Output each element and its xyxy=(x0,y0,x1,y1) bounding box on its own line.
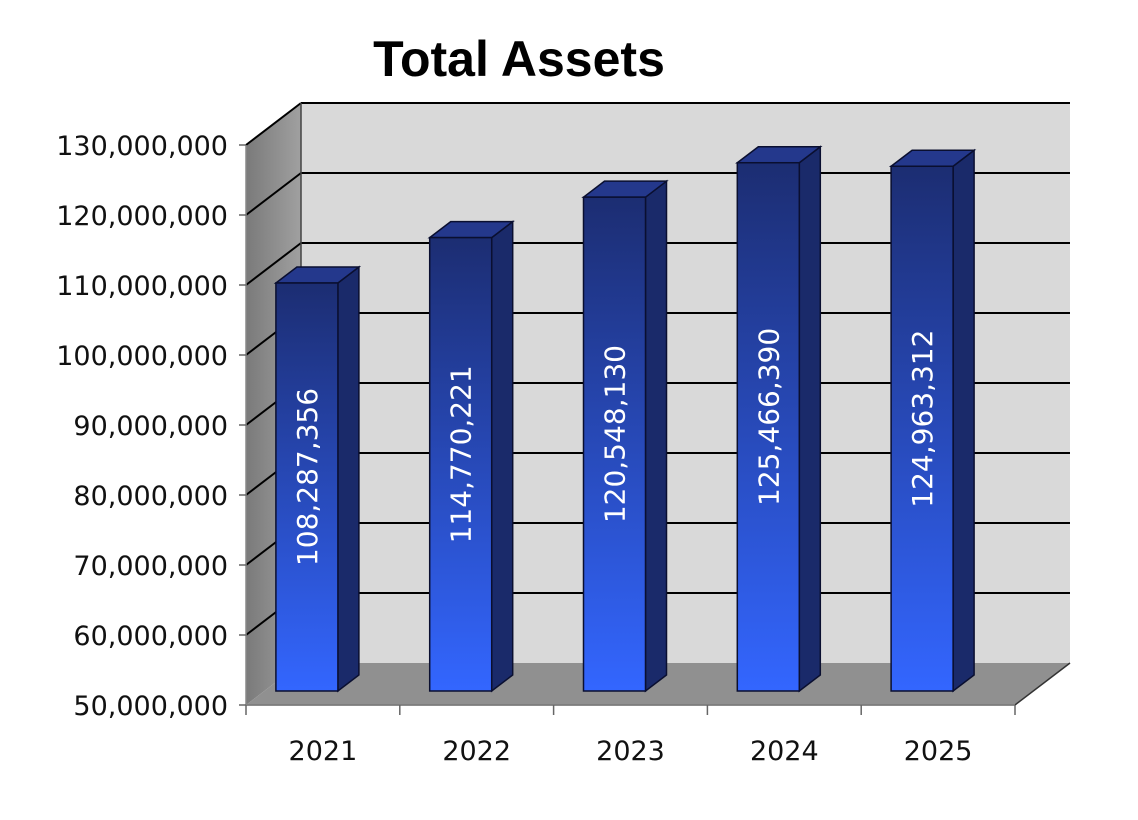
x-tick-label: 2022 xyxy=(442,736,511,767)
y-tick-label: 130,000,000 xyxy=(56,131,228,162)
y-tick-label: 80,000,000 xyxy=(73,481,228,512)
gridline-side xyxy=(245,242,302,286)
data-label: 125,466,390 xyxy=(752,328,785,506)
gridline-side xyxy=(245,102,302,146)
x-tick-label: 2025 xyxy=(904,736,973,767)
x-tick-label: 2023 xyxy=(596,736,665,767)
data-label: 124,963,312 xyxy=(906,330,939,508)
bar-2022 xyxy=(427,220,515,693)
gridline-side xyxy=(245,172,302,216)
y-tick-label: 70,000,000 xyxy=(73,551,228,582)
data-label: 108,287,356 xyxy=(291,388,324,566)
chart-title: Total Assets xyxy=(373,31,665,87)
bars xyxy=(273,145,977,693)
data-label: 114,770,221 xyxy=(445,365,478,543)
y-tick-label: 60,000,000 xyxy=(73,621,228,652)
x-tick-label: 2024 xyxy=(750,736,819,767)
floor-edge-right xyxy=(1014,662,1071,706)
bar-front xyxy=(736,161,801,692)
y-tick-label: 110,000,000 xyxy=(56,271,228,302)
bar-2025 xyxy=(888,148,977,693)
axes: 50,000,000 60,000,000 70,000,000 80,000,000… xyxy=(56,131,1016,767)
data-label: 120,548,130 xyxy=(599,345,632,523)
bar-front xyxy=(890,165,954,692)
bar-front xyxy=(275,282,339,692)
bar-side xyxy=(490,220,514,693)
y-tick-label: 90,000,000 xyxy=(73,411,228,442)
y-tick-label: 50,000,000 xyxy=(73,691,228,722)
bar-side xyxy=(644,179,668,693)
bar-side xyxy=(337,265,360,693)
x-tick-label: 2021 xyxy=(289,736,358,767)
bar-2024 xyxy=(735,145,823,693)
bar-front xyxy=(582,196,647,692)
labels: 108,287,356 114,770,221 120,548,130 125,466… xyxy=(291,328,939,566)
y-tick-label: 120,000,000 xyxy=(56,201,228,232)
bar-2021 xyxy=(273,265,362,693)
bar-side xyxy=(952,148,975,693)
bar-side xyxy=(798,145,822,693)
y-tick-label: 100,000,000 xyxy=(56,341,228,372)
bar-2023 xyxy=(581,179,669,693)
bar-front xyxy=(428,236,493,692)
